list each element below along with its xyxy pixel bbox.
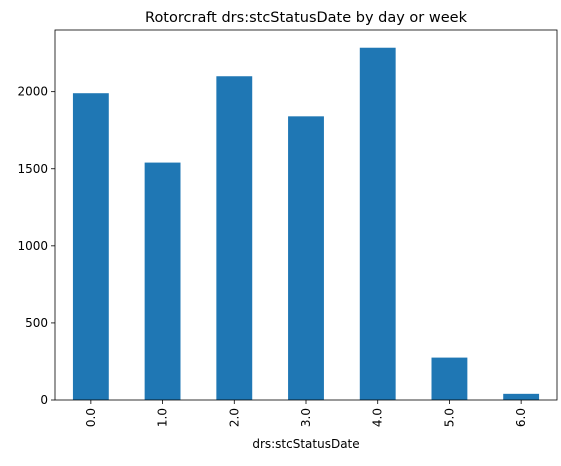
bar-1.0 (144, 162, 181, 400)
x-axis-label: drs:stcStatusDate (252, 437, 359, 451)
bar-2.0 (216, 76, 253, 400)
x-tick-label: 2.0 (227, 408, 241, 427)
y-ticks-layer: 0 500 1000 1500 2000 (17, 85, 55, 407)
chart-title: Rotorcraft drs:stcStatusDate by day or w… (145, 10, 468, 26)
y-tick-label: 0 (40, 393, 48, 407)
y-tick-label: 1000 (17, 239, 48, 253)
y-tick-label: 1500 (17, 162, 48, 176)
x-tick-label: 3.0 (299, 408, 313, 427)
bar-3.0 (288, 116, 324, 400)
y-tick-label: 500 (25, 316, 48, 330)
x-ticks-layer: 0.0 1.0 2.0 3.0 4.0 5.0 6.0 (84, 400, 528, 427)
bar-5.0 (431, 357, 468, 400)
x-tick-label: 1.0 (156, 408, 170, 427)
bars-layer (72, 47, 540, 401)
bar-6.0 (503, 393, 540, 400)
x-tick-label: 6.0 (514, 408, 528, 427)
x-tick-label: 5.0 (442, 408, 456, 427)
x-tick-label: 4.0 (371, 408, 385, 427)
x-tick-label: 0.0 (84, 408, 98, 427)
bar-4.0 (359, 47, 396, 400)
bar-0.0 (72, 93, 109, 401)
y-tick-label: 2000 (17, 85, 48, 99)
